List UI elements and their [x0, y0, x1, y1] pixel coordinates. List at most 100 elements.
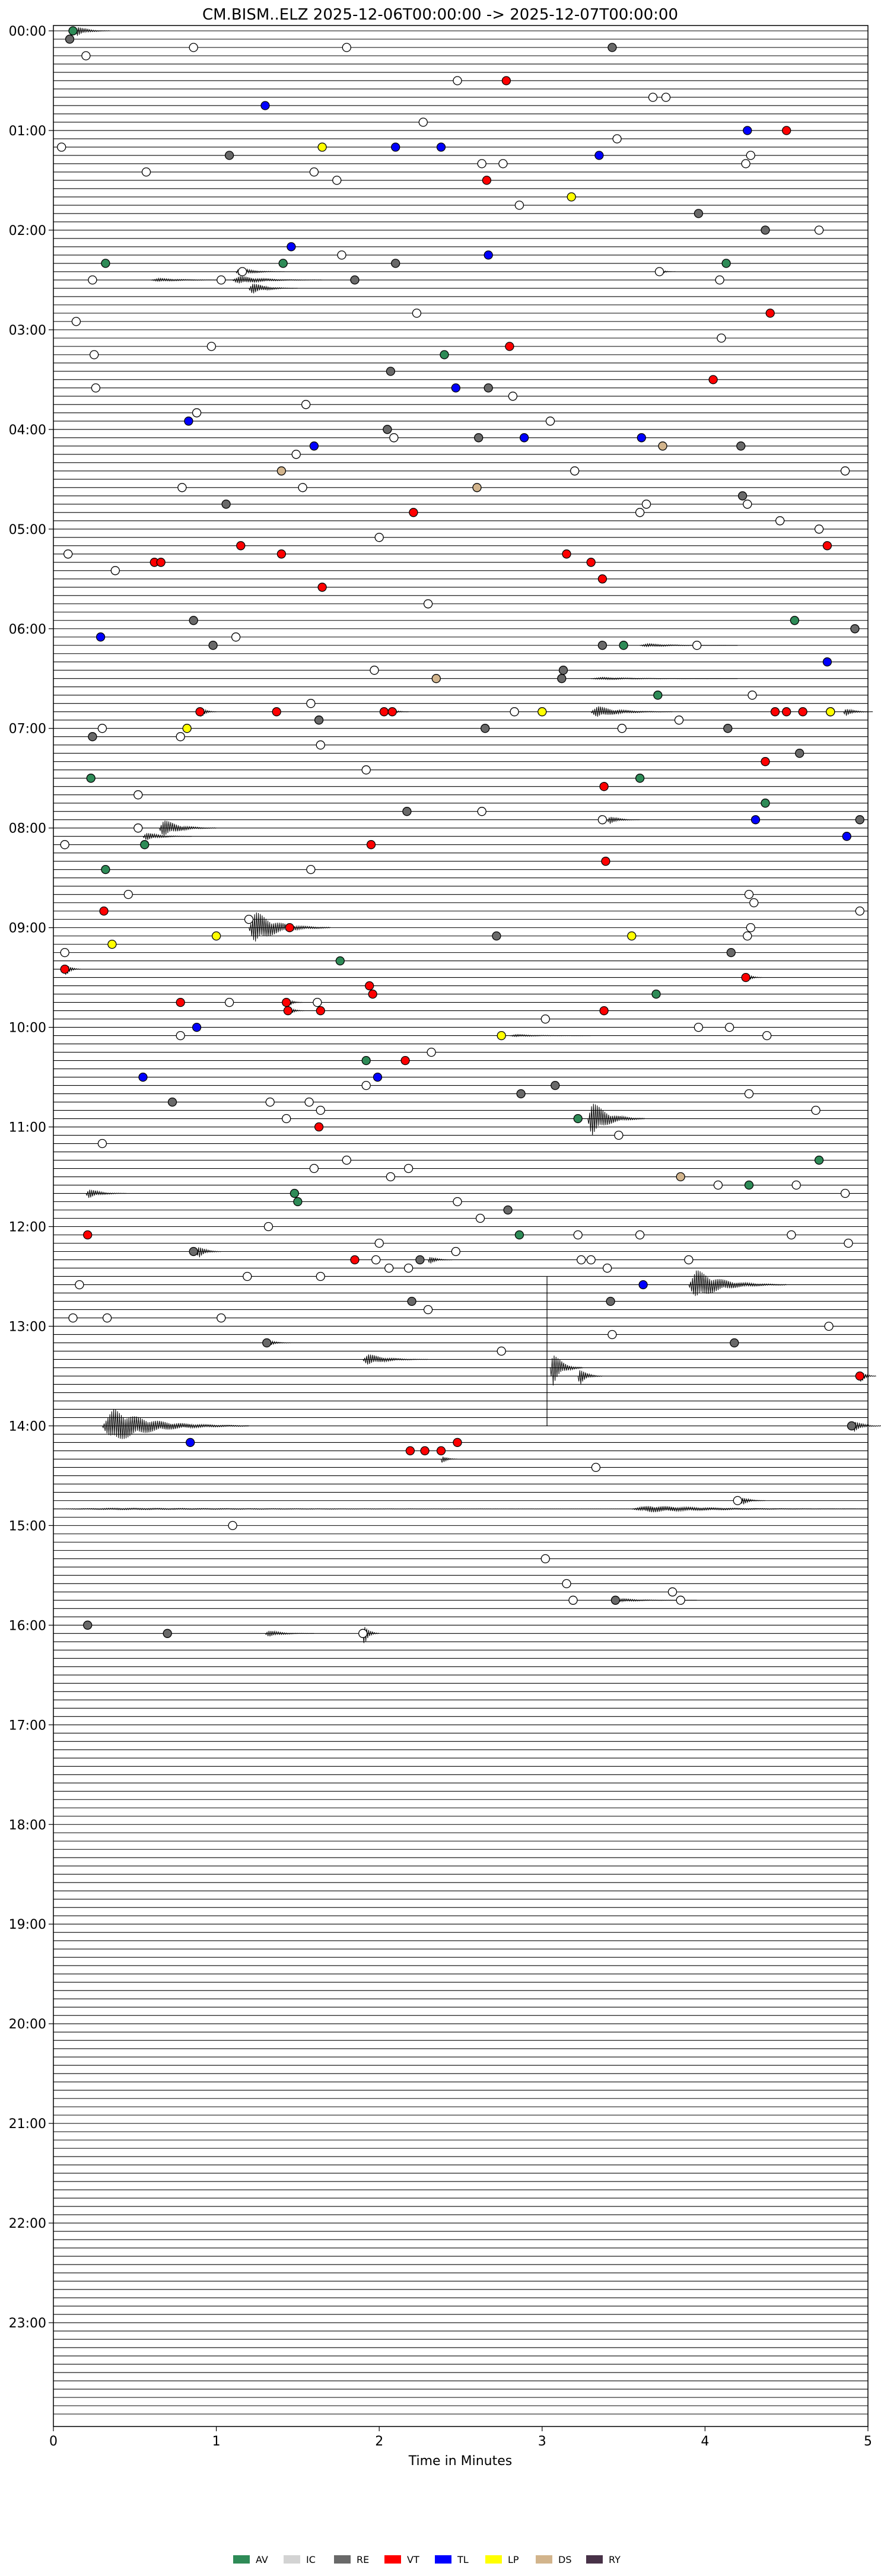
- waveform-burst: [362, 1627, 380, 1643]
- waveform-burst: [509, 1033, 591, 1038]
- event-marker: [814, 524, 824, 534]
- event-marker: [163, 1629, 172, 1638]
- waveform-burst: [265, 1630, 314, 1637]
- event-marker: [676, 1595, 685, 1605]
- event-marker: [403, 1263, 414, 1273]
- event-markers: [57, 26, 864, 1638]
- event-marker: [733, 1496, 742, 1506]
- waveform-burst: [640, 643, 738, 648]
- event-marker: [586, 558, 596, 567]
- waveform-burst: [577, 1370, 603, 1384]
- event-marker: [651, 989, 661, 999]
- event-marker: [537, 707, 547, 717]
- event-marker: [606, 1296, 615, 1306]
- y-tick-label: 16:00: [9, 1618, 46, 1633]
- event-marker: [481, 724, 490, 733]
- event-marker: [713, 1180, 723, 1190]
- event-marker: [617, 724, 627, 733]
- event-marker: [790, 616, 800, 625]
- event-marker: [822, 657, 832, 667]
- event-marker: [68, 1313, 78, 1323]
- y-tick-label: 15:00: [9, 1519, 46, 1534]
- x-tick-label: 3: [538, 2434, 546, 2449]
- event-marker: [361, 1080, 371, 1090]
- event-marker: [365, 981, 374, 991]
- event-marker: [594, 151, 604, 160]
- event-marker: [791, 1180, 801, 1190]
- waveform-burst: [549, 1355, 583, 1386]
- event-marker: [63, 549, 73, 559]
- event-marker: [402, 807, 412, 816]
- waveform-burst: [587, 1103, 645, 1136]
- event-marker: [317, 583, 327, 592]
- event-marker: [107, 939, 117, 949]
- event-marker: [658, 441, 667, 451]
- y-tick-label: 09:00: [9, 921, 46, 936]
- event-marker: [743, 931, 752, 941]
- event-marker: [453, 76, 462, 85]
- event-marker: [335, 956, 345, 966]
- legend-label: VT: [407, 2554, 419, 2565]
- event-marker: [316, 1105, 325, 1115]
- waveform-burst: [74, 27, 111, 36]
- legend-label: RE: [357, 2554, 369, 2565]
- event-marker: [96, 632, 106, 642]
- event-marker: [474, 433, 484, 443]
- event-marker: [412, 309, 422, 318]
- event-marker: [761, 757, 770, 767]
- event-marker: [370, 666, 379, 675]
- waveform-burst: [159, 820, 217, 837]
- event-marker: [110, 566, 120, 575]
- event-marker: [519, 433, 529, 443]
- event-marker: [366, 840, 376, 850]
- y-tick-label: 12:00: [9, 1220, 46, 1235]
- event-marker: [182, 724, 192, 733]
- event-marker: [383, 425, 392, 434]
- y-tick-label: 01:00: [9, 124, 46, 139]
- y-tick-label: 00:00: [9, 24, 46, 39]
- event-marker: [612, 134, 622, 144]
- x-tick-label: 5: [864, 2434, 872, 2449]
- event-marker: [358, 1629, 368, 1638]
- event-marker: [477, 159, 486, 168]
- event-marker: [176, 997, 185, 1007]
- event-marker: [192, 1022, 202, 1032]
- event-marker: [597, 641, 608, 650]
- event-marker: [91, 383, 101, 393]
- event-marker: [723, 724, 733, 733]
- event-marker: [60, 947, 69, 958]
- y-tick-label: 10:00: [9, 1021, 46, 1036]
- event-marker: [75, 1280, 84, 1290]
- event-marker: [309, 167, 319, 177]
- legend-swatch: [435, 2555, 451, 2564]
- event-marker: [661, 93, 671, 102]
- event-marker: [317, 142, 327, 152]
- event-marker: [431, 674, 441, 683]
- event-marker: [840, 466, 850, 476]
- event-marker: [484, 383, 493, 393]
- event-marker: [667, 1587, 678, 1597]
- event-marker: [374, 533, 384, 542]
- event-marker: [497, 1031, 506, 1041]
- x-tick-label: 0: [49, 2434, 58, 2449]
- event-marker: [141, 167, 151, 177]
- event-marker: [840, 1188, 850, 1198]
- event-marker: [782, 707, 791, 717]
- event-marker: [208, 641, 218, 650]
- event-marker: [88, 732, 97, 742]
- y-tick-label: 22:00: [9, 2216, 46, 2231]
- event-marker: [453, 1438, 462, 1448]
- waveform-burst: [232, 276, 323, 284]
- event-marker: [291, 450, 301, 459]
- event-marker: [83, 1230, 93, 1240]
- waveform-burst: [151, 277, 249, 282]
- event-marker: [472, 483, 482, 492]
- event-marker: [750, 815, 761, 825]
- event-marker: [614, 1130, 624, 1140]
- event-marker: [510, 707, 519, 717]
- event-marker: [627, 931, 637, 941]
- y-tick-label: 19:00: [9, 1917, 46, 1932]
- waveform-burst: [740, 1497, 766, 1505]
- event-marker: [484, 250, 493, 260]
- event-marker: [276, 466, 287, 476]
